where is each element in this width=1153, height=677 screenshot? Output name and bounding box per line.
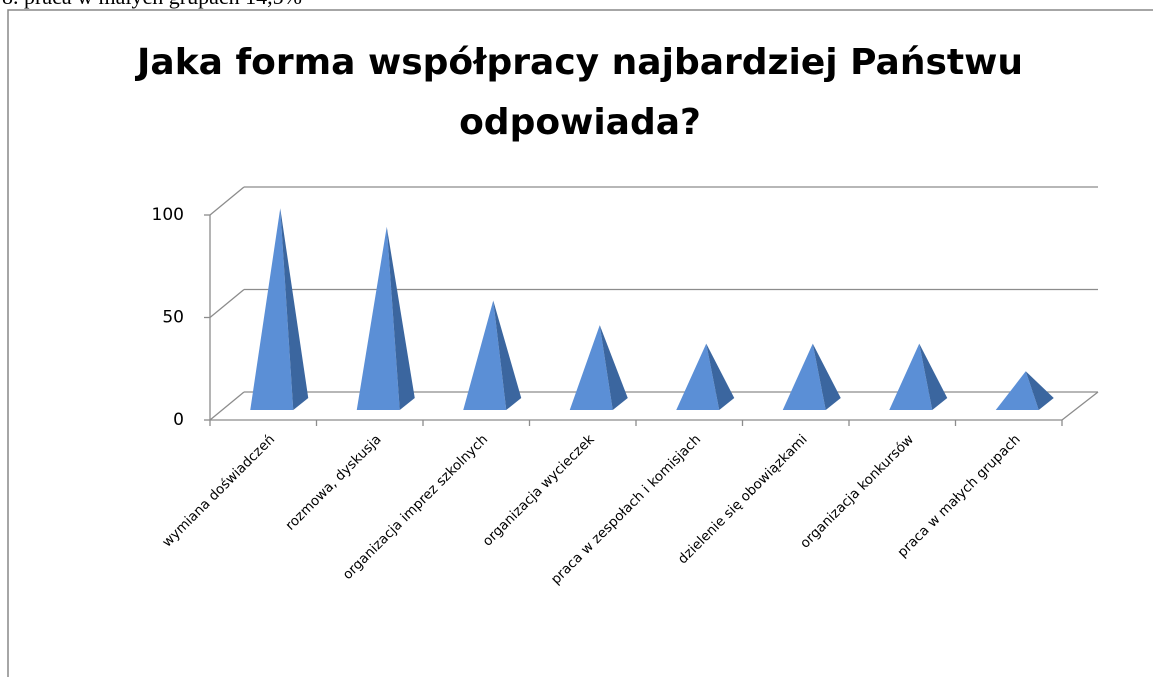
x-tick-label: rozmowa, dyskusja [282,432,384,534]
chart-title: odpowiada? [459,102,701,143]
pyramid-side [919,343,948,410]
pyramid-side [280,208,309,410]
pyramid-front [569,325,613,410]
pyramid-front [356,226,400,410]
y-tick-label: 100 [152,205,184,225]
pyramid-front [889,343,933,410]
pyramid-front [676,343,720,410]
pyramid-front [250,208,294,410]
x-tick-label: organizacja wycieczek [480,431,598,549]
pyramid-side [493,300,522,410]
pyramid-front [782,343,826,410]
grid-line-side [209,186,245,216]
pyramid-side [386,226,415,410]
x-tick-label: praca w małych grupach [894,432,1023,561]
pyramid-side [1025,371,1054,410]
y-tick-label: 0 [173,410,184,430]
pyramid-front [463,300,507,410]
floor-side [1061,391,1099,421]
header-text: 8. praca w małych grupach 14,5% [2,0,302,9]
grid-line-side [209,288,245,319]
pyramid-side [812,343,841,410]
chart-frame [7,9,1153,677]
x-tick-label: dzielenie się obowiązkami [675,432,811,568]
x-tick-label: organizacja konkursów [797,432,917,552]
chart-title: Jaka forma współpracy najbardziej Państw… [134,42,1023,83]
x-tick-label: wymiana doświadczeń [159,432,278,551]
grid-line-side [209,391,245,421]
pyramid-front [995,371,1039,410]
y-tick-label: 50 [162,308,184,328]
pyramid-side [599,325,628,410]
pyramid-side [706,343,735,410]
